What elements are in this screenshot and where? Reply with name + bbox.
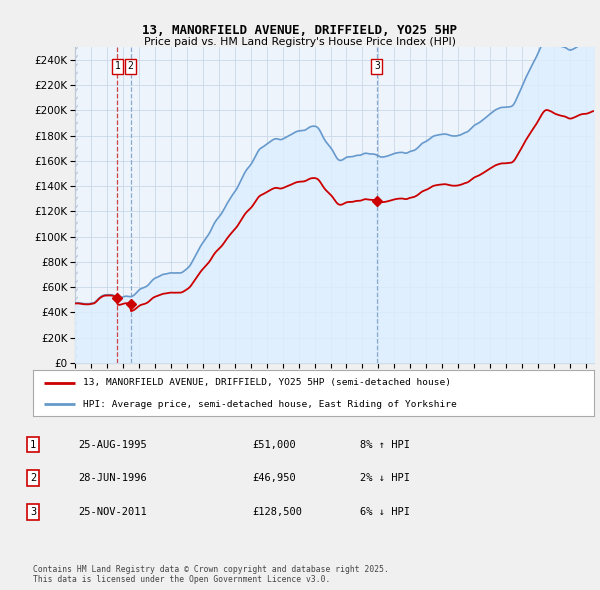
- Text: 2: 2: [30, 473, 36, 483]
- Text: 1: 1: [115, 61, 120, 71]
- Text: £128,500: £128,500: [252, 507, 302, 517]
- Text: 2% ↓ HPI: 2% ↓ HPI: [360, 473, 410, 483]
- Text: 28-JUN-1996: 28-JUN-1996: [78, 473, 147, 483]
- Text: 25-NOV-2011: 25-NOV-2011: [78, 507, 147, 517]
- Text: 6% ↓ HPI: 6% ↓ HPI: [360, 507, 410, 517]
- Text: 8% ↑ HPI: 8% ↑ HPI: [360, 440, 410, 450]
- Text: Price paid vs. HM Land Registry's House Price Index (HPI): Price paid vs. HM Land Registry's House …: [144, 37, 456, 47]
- Text: 13, MANORFIELD AVENUE, DRIFFIELD, YO25 5HP: 13, MANORFIELD AVENUE, DRIFFIELD, YO25 5…: [143, 24, 458, 37]
- Text: This data is licensed under the Open Government Licence v3.0.: This data is licensed under the Open Gov…: [33, 575, 331, 584]
- Text: Contains HM Land Registry data © Crown copyright and database right 2025.: Contains HM Land Registry data © Crown c…: [33, 565, 389, 574]
- Text: 3: 3: [374, 61, 380, 71]
- Text: 1: 1: [30, 440, 36, 450]
- Text: 25-AUG-1995: 25-AUG-1995: [78, 440, 147, 450]
- Text: 2: 2: [128, 61, 134, 71]
- Text: £51,000: £51,000: [252, 440, 296, 450]
- Text: 13, MANORFIELD AVENUE, DRIFFIELD, YO25 5HP (semi-detached house): 13, MANORFIELD AVENUE, DRIFFIELD, YO25 5…: [83, 378, 451, 387]
- Text: 3: 3: [30, 507, 36, 517]
- Text: HPI: Average price, semi-detached house, East Riding of Yorkshire: HPI: Average price, semi-detached house,…: [83, 400, 457, 409]
- Text: £46,950: £46,950: [252, 473, 296, 483]
